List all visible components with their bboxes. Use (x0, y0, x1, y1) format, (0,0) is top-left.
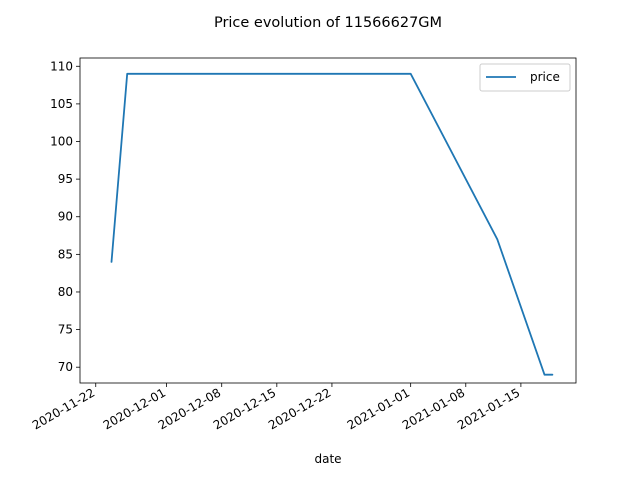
y-tick-label: 105 (50, 97, 73, 111)
legend-label-price: price (530, 70, 560, 84)
y-tick-label: 70 (58, 360, 73, 374)
series-layer (110, 72, 554, 376)
y-axis-ticks: 70 75 80 85 90 95 100 105 110 (50, 59, 80, 374)
y-tick-label: 90 (58, 210, 73, 224)
legend: price (479, 63, 571, 92)
series-line-price (110, 72, 554, 376)
y-tick-label: 110 (50, 59, 73, 73)
x-axis-label: date (314, 452, 341, 466)
y-tick-label: 75 (58, 323, 73, 337)
y-tick-label: 80 (58, 285, 73, 299)
chart-title: Price evolution of 11566627GM (214, 15, 442, 31)
y-tick-label: 100 (50, 135, 73, 149)
y-tick-label: 85 (58, 247, 73, 261)
legend-box (479, 63, 571, 92)
plot-frame (79, 57, 577, 384)
plot-area (80, 58, 576, 383)
y-tick-label: 95 (58, 172, 73, 186)
